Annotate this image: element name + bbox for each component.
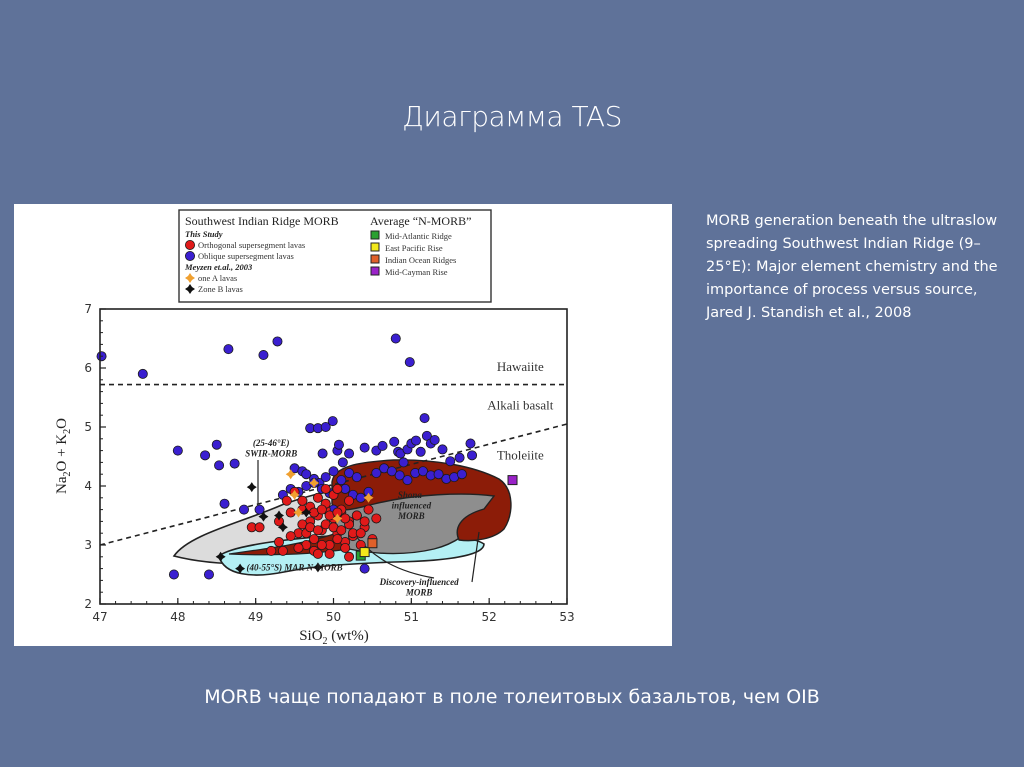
series-orthogonal-supersegment-lavas [246,483,382,562]
legend-item-label: Orthogonal supersegment lavas [198,240,305,250]
x-tick-label: 49 [248,610,263,624]
y-tick-label: 6 [84,361,92,375]
tas-diagram: 47 48 49 50 51 52 53 2 3 4 5 6 7 SiO2 (wt%) Na2O + K… [54,209,575,646]
data-points [96,333,518,580]
series-one-a-lavas [285,469,374,524]
series-oblique-supersegment-lavas [96,333,478,580]
y-tick-label: 5 [84,420,92,434]
slide-title: Диаграмма TAS [402,100,622,133]
chart-legend: Southwest Indian Ridge MORB Average “N-M… [178,209,492,303]
x-tick-label: 52 [482,610,497,624]
region-label: SWIR-MORB [245,449,297,459]
y-axis-label: Na2O + K2O [54,418,73,494]
x-tick-label: 48 [170,610,185,624]
field-label: Alkali basalt [487,397,553,412]
slide-caption: MORB чаще попадают в поле толеитовых баз… [204,686,820,708]
legend-subgroup-title: This Study [185,229,223,239]
y-tick-label: 7 [84,302,92,316]
series-zone-b-lavas [215,482,323,574]
region-label: influenced [392,500,432,510]
legend-left-title: Southwest Indian Ridge MORB [185,214,339,228]
legend-right-title: Average “N-MORB” [370,214,471,228]
series-average-n-morb [355,475,518,561]
field-label: Tholeiite [497,447,544,462]
legend-item-label: Zone B lavas [198,284,243,294]
x-tick-label: 53 [559,610,574,624]
y-tick-label: 4 [84,479,92,493]
tas-diagram-figure: 47 48 49 50 51 52 53 2 3 4 5 6 7 SiO2 (wt%) Na2O + K… [14,204,672,646]
legend-item-label: one A lavas [198,273,237,283]
legend-subgroup-title: Meyzen et.al., 2003 [184,262,253,272]
discovery-influenced-region [331,459,512,542]
legend-item-label: Indian Ocean Ridges [385,255,456,265]
boundary-lines [99,383,568,546]
region-label: MORB [405,588,433,598]
legend-item-label: East Pacific Rise [385,243,443,253]
x-tick-label: 51 [404,610,419,624]
region-label: Shona- [398,490,425,500]
field-labels: Hawaiite Alkali basalt Tholeiite [487,359,553,463]
legend-item-label: Oblique supersegment lavas [198,251,294,261]
legend-item-label: Mid-Cayman Rise [385,267,448,277]
x-axis-label: SiO2 (wt%) [299,628,369,646]
y-tick-label: 2 [84,597,92,611]
field-label: Hawaiite [497,359,544,374]
region-label: MORB [397,511,425,521]
x-tick-label: 50 [326,610,341,624]
y-tick-label: 3 [84,538,92,552]
source-citation: MORB generation beneath the ultraslow sp… [706,213,998,321]
region-label: Discovery-influenced [379,577,459,587]
region-label: (40-55°S) MAR N-MORB [247,562,343,572]
legend-item-label: Mid-Atlantic Ridge [385,231,452,241]
region-labels: (25-46°E)SWIR-MORB (40-55°S) MAR N-MORB Sh… [245,438,459,598]
x-tick-label: 47 [92,610,107,624]
axis-ticks: 47 48 49 50 51 52 53 2 3 4 5 6 7 [84,302,574,624]
region-label: (25-46°E) [253,438,290,448]
